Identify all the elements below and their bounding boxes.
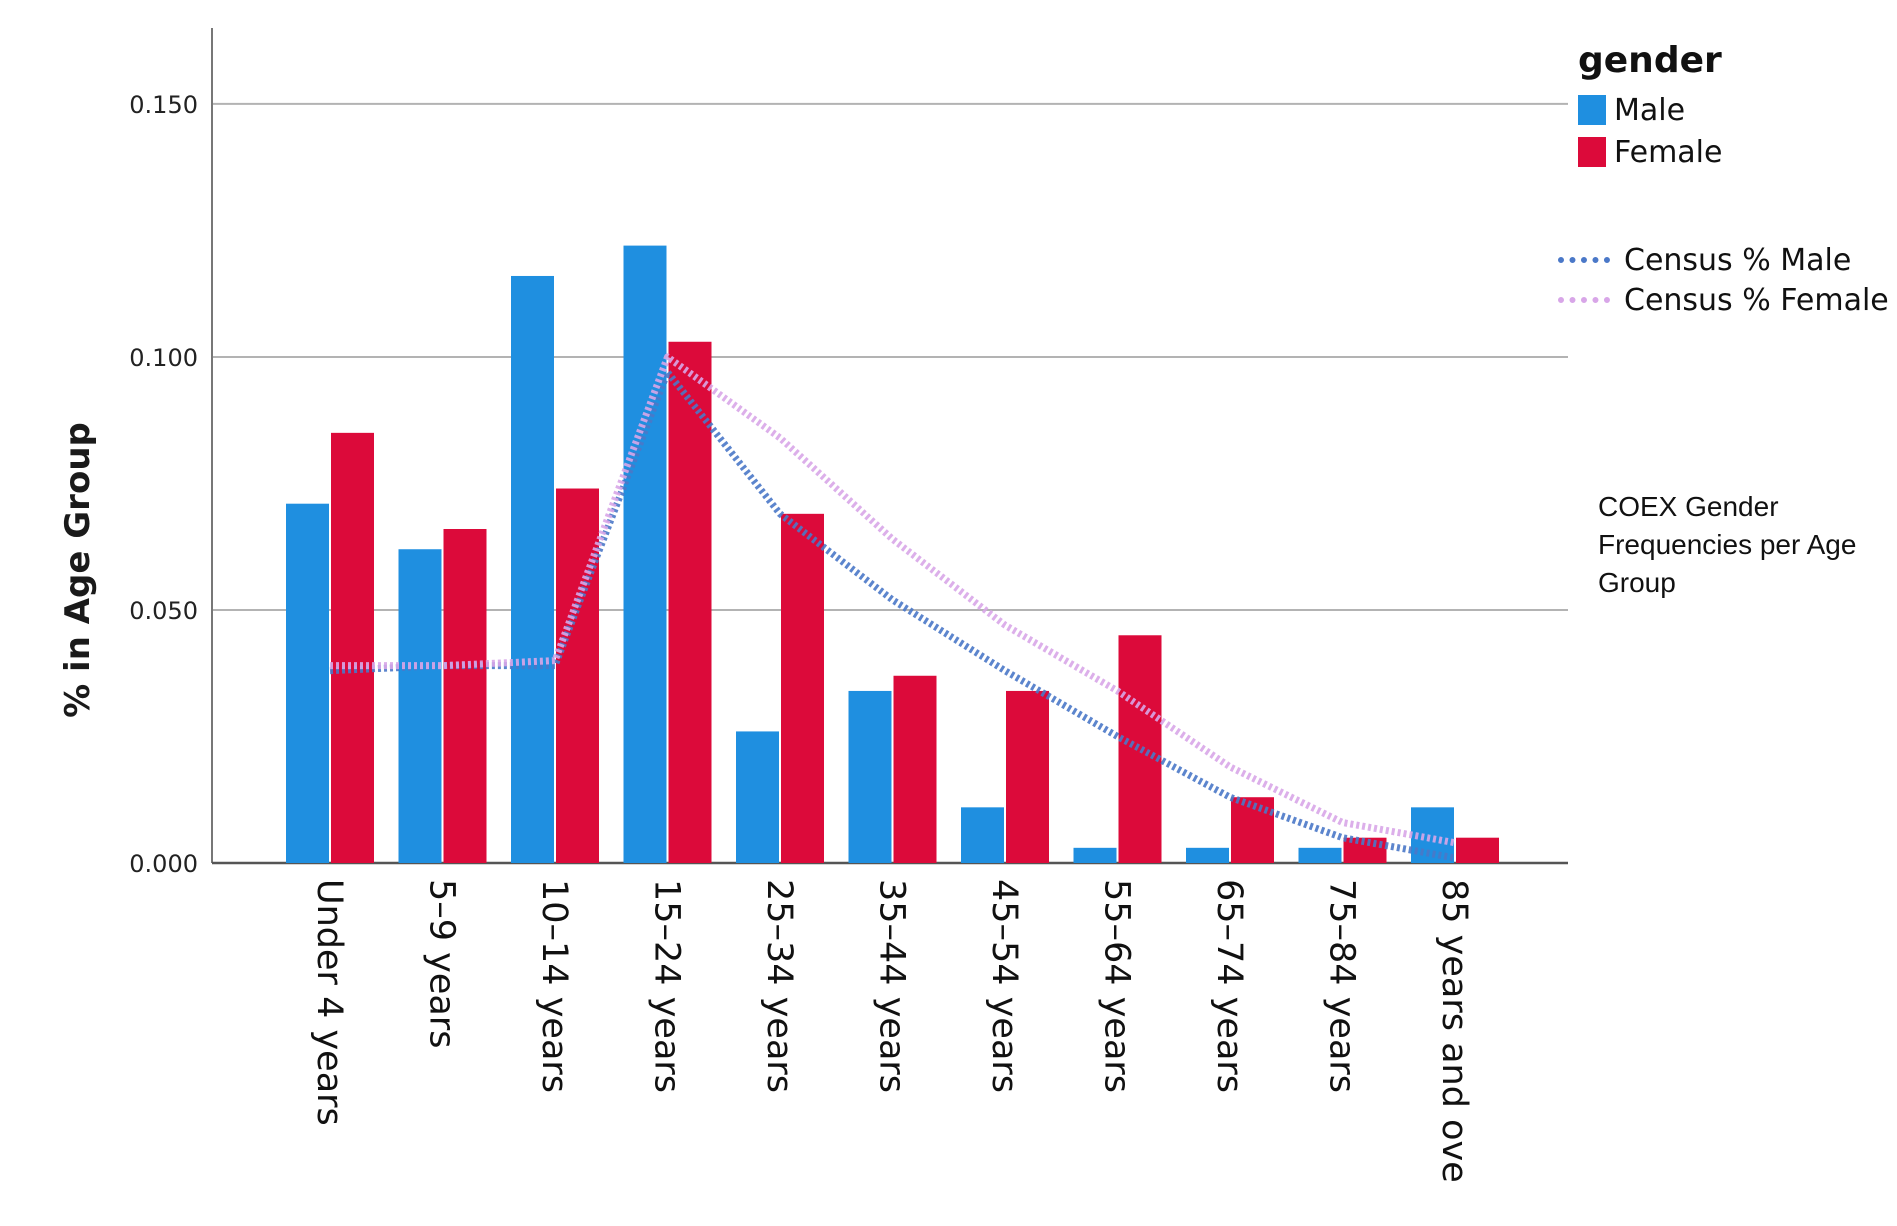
census-female-dash	[1558, 297, 1610, 303]
x-tick-label: 10–14 years	[534, 879, 574, 1093]
y-tick-label: 0.050	[129, 597, 198, 625]
x-tick-label: 15–24 years	[647, 879, 687, 1093]
legend-label-census-female: Census % Female	[1624, 282, 1889, 318]
bar-male-1	[398, 549, 442, 863]
x-tick-label: 55–64 years	[1097, 879, 1137, 1093]
female-swatch	[1578, 137, 1606, 167]
bar-male-7	[1073, 847, 1117, 863]
bar-female-10	[1456, 837, 1499, 863]
bar-female-4	[781, 513, 824, 863]
bar-male-9	[1298, 847, 1342, 863]
bar-female-6	[1006, 690, 1049, 863]
bar-female-0	[331, 432, 374, 863]
legend-label-female: Female	[1614, 134, 1723, 170]
legend-title: gender	[1578, 40, 1722, 81]
bar-male-5	[848, 690, 892, 863]
x-tick-label: 25–34 years	[759, 879, 799, 1093]
census-line-male	[329, 368, 1456, 862]
bar-female-5	[893, 675, 937, 863]
bar-female-7	[1118, 635, 1162, 863]
bar-male-6	[961, 807, 1004, 863]
y-axis-label: % in Age Group	[58, 422, 98, 718]
legend-item-census-male: Census % Male	[1558, 240, 1893, 280]
x-tick-label: 35–44 years	[872, 879, 912, 1093]
y-tick-label: 0.150	[129, 91, 198, 119]
y-tick-label: 0.000	[129, 850, 198, 878]
x-tick-label: 5–9 years	[422, 879, 462, 1048]
legend-item-female: Female	[1578, 131, 1893, 173]
bar-male-8	[1186, 847, 1229, 863]
y-axis-label-wrap: % in Age Group	[48, 422, 108, 718]
x-tick-label: 85 years and ove	[1434, 879, 1474, 1183]
legend-item-census-female: Census % Female	[1558, 280, 1893, 320]
x-tick-label: 45–54 years	[984, 879, 1024, 1093]
census-line-female	[330, 353, 1456, 847]
gender-legend: gender Male Female	[1578, 40, 1893, 173]
census-male-dash	[1558, 257, 1610, 263]
y-tick-label: 0.100	[129, 344, 198, 372]
bar-female-1	[443, 529, 487, 863]
chart-note: COEX Gender Frequencies per Age Group	[1598, 491, 1857, 598]
bar-male-0	[286, 503, 329, 863]
legend-label-census-male: Census % Male	[1624, 242, 1852, 278]
legend-item-male: Male	[1578, 89, 1893, 131]
legend-label-male: Male	[1614, 92, 1686, 128]
x-tick-label: 65–74 years	[1209, 879, 1249, 1093]
x-tick-label: 75–84 years	[1322, 879, 1362, 1093]
male-swatch	[1578, 95, 1606, 125]
bar-male-3	[623, 245, 667, 863]
bar-male-4	[736, 731, 779, 863]
bar-male-2	[511, 275, 554, 863]
x-tick-label: Under 4 years	[309, 879, 349, 1126]
bar-female-2	[556, 488, 599, 863]
census-legend: Census % Male Census % Female	[1558, 240, 1893, 320]
bar-female-3	[668, 341, 712, 863]
